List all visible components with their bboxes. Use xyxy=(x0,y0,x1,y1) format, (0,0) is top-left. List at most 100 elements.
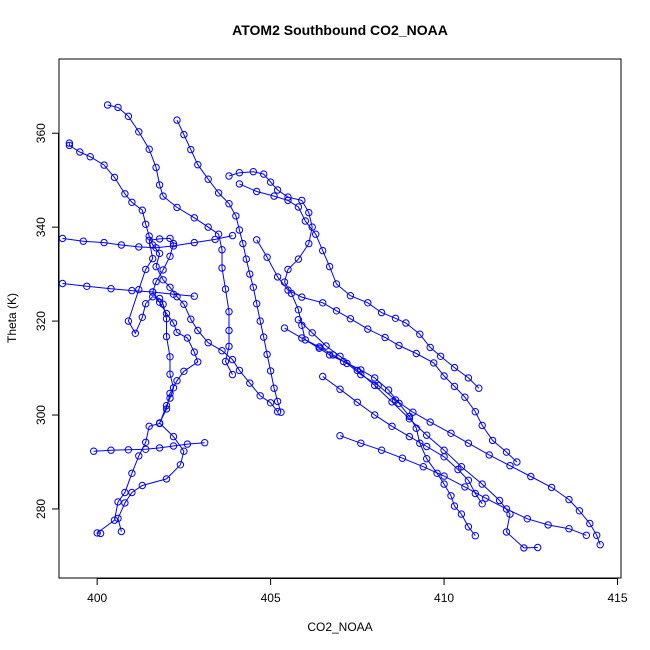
series-0 xyxy=(93,234,202,538)
data-point xyxy=(280,324,289,332)
data-point xyxy=(478,500,486,508)
y-axis-label: Theta (K) xyxy=(5,293,19,343)
data-point xyxy=(464,439,473,447)
data-point xyxy=(145,232,153,240)
data-point xyxy=(225,172,233,180)
data-point xyxy=(117,241,126,249)
data-point xyxy=(214,230,223,238)
data-point xyxy=(225,308,233,316)
data-point xyxy=(249,283,258,291)
data-point xyxy=(128,286,136,295)
data-point xyxy=(582,531,590,539)
data-point xyxy=(152,262,160,271)
data-point xyxy=(228,355,237,364)
data-point xyxy=(65,141,74,150)
data-point xyxy=(322,342,330,350)
data-point xyxy=(266,367,275,375)
series-line xyxy=(256,239,518,463)
data-point xyxy=(190,348,199,356)
data-point xyxy=(426,343,434,352)
data-point xyxy=(121,190,129,198)
data-point xyxy=(221,357,230,366)
data-point xyxy=(377,308,386,317)
data-point xyxy=(173,203,181,212)
series-line xyxy=(62,283,195,297)
data-point xyxy=(565,525,573,533)
data-point xyxy=(76,148,84,156)
data-point xyxy=(544,521,552,529)
data-point xyxy=(100,161,108,169)
data-point xyxy=(253,187,261,196)
data-point xyxy=(332,307,341,315)
data-point xyxy=(402,319,410,327)
data-point xyxy=(142,300,150,308)
data-point xyxy=(319,372,327,381)
data-point xyxy=(301,217,309,225)
data-point xyxy=(218,347,226,355)
data-point xyxy=(405,415,414,423)
data-point xyxy=(166,370,174,378)
data-point xyxy=(79,237,88,245)
data-point xyxy=(388,398,396,406)
data-point xyxy=(142,220,150,229)
data-point xyxy=(155,235,164,243)
x-axis-label: CO2_NOAA xyxy=(307,620,372,634)
data-point xyxy=(246,379,254,387)
data-point xyxy=(301,336,309,344)
data-point xyxy=(388,422,396,430)
data-point xyxy=(266,399,275,407)
data-point xyxy=(260,170,268,178)
y-tick-label: 320 xyxy=(34,311,48,331)
data-point xyxy=(93,529,101,537)
data-point xyxy=(436,352,445,360)
data-point xyxy=(159,266,167,274)
data-point xyxy=(155,181,164,189)
data-point xyxy=(218,246,226,254)
data-point xyxy=(135,452,143,460)
data-point xyxy=(475,384,483,392)
series-10 xyxy=(90,439,209,455)
data-point xyxy=(298,334,306,342)
data-point xyxy=(110,516,119,524)
data-point xyxy=(107,446,115,454)
data-point xyxy=(464,523,473,531)
data-point xyxy=(305,208,313,217)
data-point xyxy=(155,294,164,303)
data-point xyxy=(166,389,174,398)
data-point xyxy=(294,316,303,324)
data-point xyxy=(461,393,469,401)
data-point xyxy=(225,326,233,335)
data-point xyxy=(162,405,171,413)
data-point xyxy=(176,461,185,469)
data-point xyxy=(169,319,178,327)
x-axis: 400 405 410 415 xyxy=(87,578,628,605)
data-point xyxy=(412,349,420,358)
data-point xyxy=(194,326,202,335)
data-point xyxy=(162,315,171,323)
data-point xyxy=(204,175,212,183)
data-point xyxy=(464,476,473,484)
y-tick-label: 340 xyxy=(34,217,48,237)
data-point xyxy=(273,186,282,194)
data-point xyxy=(447,429,455,437)
series-6 xyxy=(294,316,542,552)
data-point xyxy=(239,239,247,248)
data-point xyxy=(155,298,164,306)
series-12 xyxy=(336,432,590,539)
data-point xyxy=(124,112,133,121)
data-point xyxy=(228,370,237,379)
series-layer xyxy=(58,101,604,552)
data-point xyxy=(308,329,316,337)
data-point xyxy=(284,286,292,294)
series-1 xyxy=(65,139,282,416)
data-point xyxy=(242,255,251,263)
data-point xyxy=(149,288,157,296)
data-point xyxy=(391,396,400,404)
data-point xyxy=(152,163,160,172)
data-point xyxy=(155,419,164,427)
data-point xyxy=(253,236,261,244)
data-point xyxy=(169,290,178,298)
data-point xyxy=(343,359,351,368)
data-point xyxy=(114,498,122,506)
data-point xyxy=(471,408,479,416)
